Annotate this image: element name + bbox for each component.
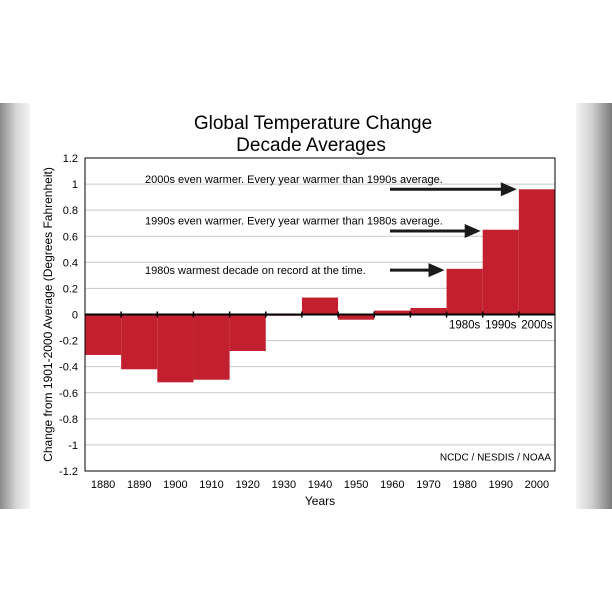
bar-label-1980s: 1980s — [449, 320, 481, 332]
annotation-arrowhead-3 — [428, 263, 445, 278]
x-tick-label: 1910 — [199, 479, 223, 491]
x-tick-label: 1950 — [344, 479, 368, 491]
annotation-arrowhead-1 — [500, 182, 517, 197]
y-axis-ticks: 1.2 1 0.8 0.6 0.4 0.2 0 -0.2 -0.4 -0.6 -0.8 -1 -1.2 — [59, 153, 78, 478]
chart-title-line1: Global Temperature Change — [194, 113, 432, 134]
y-tick-label: -0.6 — [59, 388, 78, 400]
plot-area-border — [84, 157, 556, 472]
annotation-text-2: 1990s even warmer. Every year warmer tha… — [145, 216, 443, 228]
left-frame-shadow — [0, 103, 30, 509]
x-tick-label: 1920 — [235, 479, 259, 491]
bar-1970s — [410, 307, 447, 315]
x-tick-label: 1890 — [127, 479, 151, 491]
x-tick-label: 1940 — [308, 479, 332, 491]
bar-1940s — [301, 297, 339, 315]
x-axis-ticks: 1880 1890 1900 1910 1920 1930 1940 1950 1960 1970… — [91, 479, 549, 491]
bar-1890s — [121, 314, 158, 370]
image-frame: Global Temperature Change Decade Average… — [0, 103, 612, 509]
bar-1920s — [229, 314, 266, 352]
zero-line — [85, 311, 555, 318]
bar-1980s — [446, 268, 483, 315]
x-tick-label: 1930 — [272, 479, 296, 491]
bars — [85, 189, 555, 383]
y-tick-label: -1.2 — [59, 466, 78, 478]
x-tick-label: 2000 — [525, 479, 549, 491]
y-tick-label: -0.4 — [59, 362, 78, 374]
y-axis-label: Change from 1901-2000 Average (Degrees F… — [41, 167, 55, 462]
x-tick-label: 1960 — [380, 479, 404, 491]
y-tick-label: 1.2 — [63, 153, 78, 165]
y-tick-label: 0 — [72, 310, 78, 322]
x-axis-label: Years — [305, 494, 335, 508]
bar-label-2000s: 2000s — [521, 320, 553, 332]
bar-1880s — [85, 314, 122, 355]
x-tick-label: 1970 — [416, 479, 440, 491]
y-tick-label: 0.8 — [63, 205, 78, 217]
y-tick-label: 0.2 — [63, 283, 78, 295]
bar-1910s — [193, 314, 230, 380]
temperature-chart: Global Temperature Change Decade Average… — [41, 113, 556, 508]
y-tick-label: 1 — [72, 179, 78, 191]
y-tick-label: -1 — [68, 440, 78, 452]
bar-2000s — [518, 189, 555, 315]
bar-1900s — [157, 314, 194, 383]
bar-1950s — [338, 314, 375, 320]
bar-labels: 1980s 1990s 2000s — [449, 320, 553, 332]
annotation-text-1: 2000s even warmer. Every year warmer tha… — [145, 174, 443, 186]
annotation-text-3: 1980s warmest decade on record at the ti… — [145, 265, 366, 277]
y-tick-label: -0.2 — [59, 336, 78, 348]
x-tick-label: 1980 — [452, 479, 476, 491]
source-credit: NCDC / NESDIS / NOAA — [440, 453, 551, 464]
bar-1960s — [374, 310, 411, 315]
x-tick-label: 1880 — [91, 479, 115, 491]
annotations: 2000s even warmer. Every year warmer tha… — [145, 174, 517, 278]
y-tick-label: 0.4 — [63, 257, 78, 269]
bar-label-1990s: 1990s — [485, 320, 517, 332]
x-tick-label: 1900 — [163, 479, 187, 491]
annotation-arrowhead-2 — [464, 224, 481, 239]
x-tick-label: 1990 — [489, 479, 513, 491]
bar-1990s — [482, 229, 519, 315]
right-frame-shadow — [576, 103, 612, 509]
y-tick-label: 0.6 — [63, 231, 78, 243]
y-tick-label: -0.8 — [59, 414, 78, 426]
chart-title-line2: Decade Averages — [236, 135, 386, 156]
